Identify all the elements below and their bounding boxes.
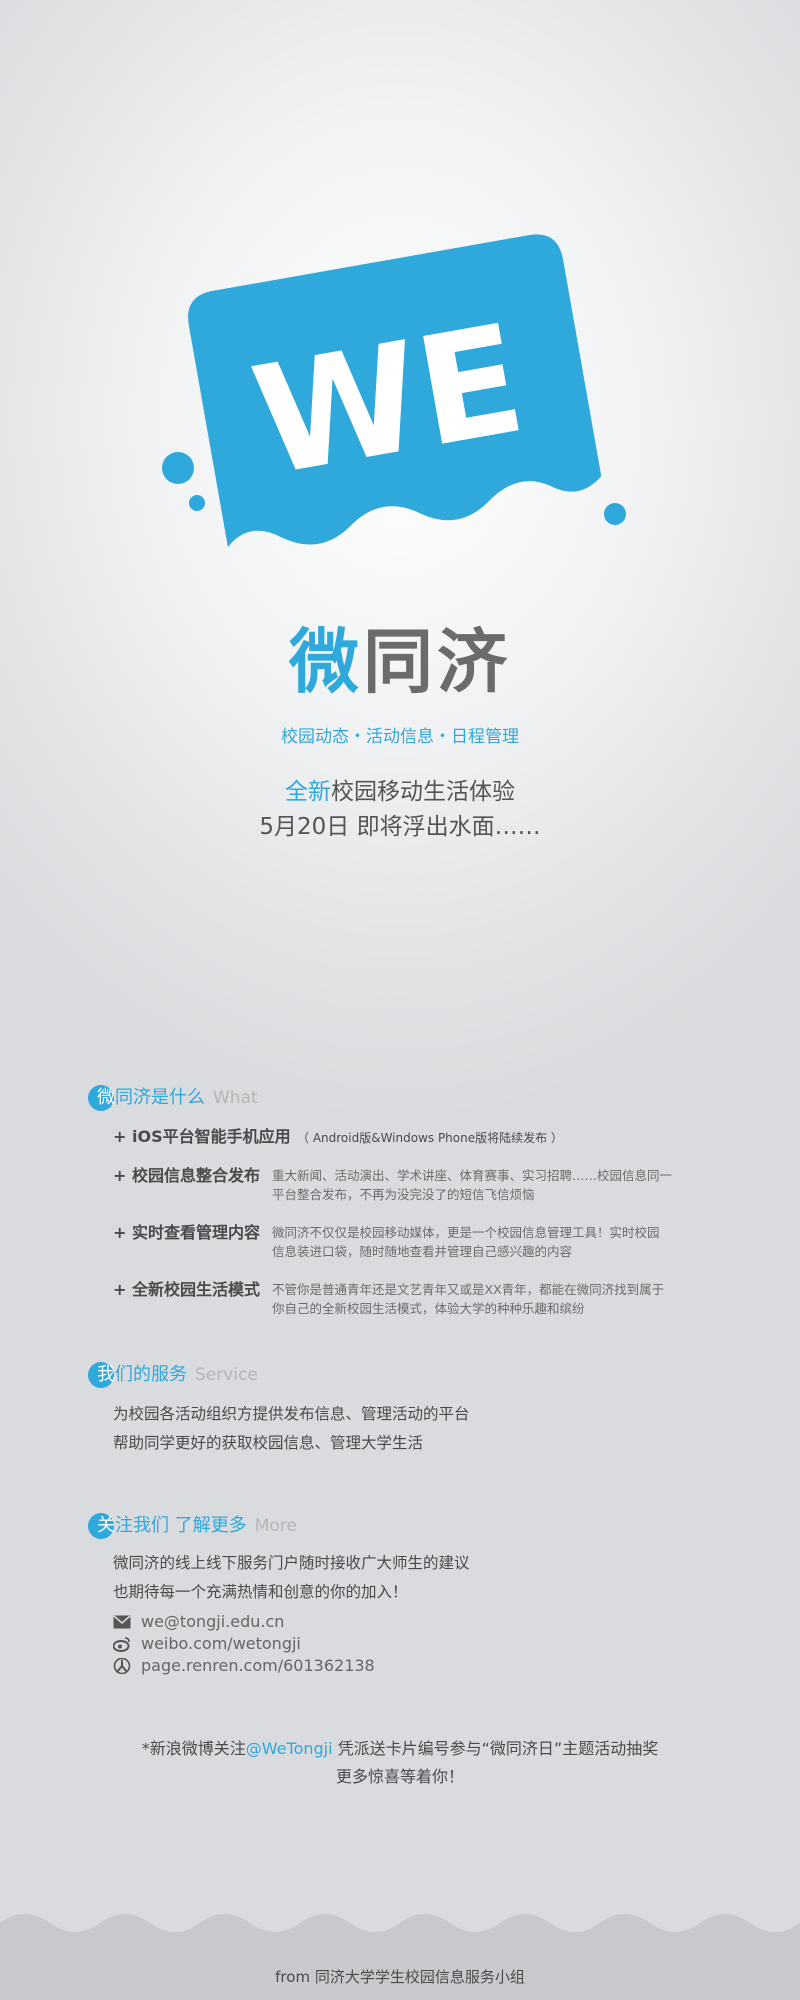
promo-suffix: 凭派送卡片编号参与“微同济日”主题活动抽奖 — [332, 1739, 659, 1758]
headline-line1: 全新校园移动生活体验 — [0, 777, 800, 807]
footer-wave — [0, 1914, 800, 2000]
contact-renren-text: page.renren.com/601362138 — [141, 1656, 375, 1675]
more-line: 也期待每一个充满热情和创意的你的加入！ — [113, 1583, 408, 1601]
feature-description: 微同济不仅仅是校园移动媒体，更是一个校园信息管理工具！实时校园 信息装进口袋，随… — [272, 1223, 712, 1261]
section-more-heading: 关注我们 了解更多 More — [88, 1511, 297, 1541]
section-service-en: Service — [195, 1365, 258, 1385]
promo-line2: 更多惊喜等着你！ — [335, 1767, 464, 1786]
contact-email[interactable]: we@tongji.edu.cn — [113, 1612, 284, 1632]
promo-prefix: *新浪微博关注 — [141, 1739, 246, 1758]
feature-name: + 实时查看管理内容 — [113, 1223, 260, 1242]
promo-line1: *新浪微博关注@WeTongji 凭派送卡片编号参与“微同济日”主题活动抽奖 — [0, 1737, 800, 1761]
service-line: 帮助同学更好的获取校园信息、管理大学生活 — [113, 1434, 424, 1452]
feature-description-line: 你自己的全新校园生活模式，体验大学的种种乐趣和缤纷 — [272, 1301, 585, 1316]
more-line: 微同济的线上线下服务门户随时接收广大师生的建议 — [113, 1554, 470, 1572]
headline-rest: 校园移动生活体验 — [331, 779, 515, 805]
brand-title-rest: 同济 — [363, 621, 511, 703]
section-dot-icon — [88, 1362, 114, 1388]
headline-highlight: 全新 — [285, 779, 331, 805]
feature-description-line: 不管你是普通青年还是文艺青年又或是XX青年，都能在微同济找到属于 — [272, 1282, 665, 1297]
brand-title: 微同济 — [0, 622, 800, 702]
feature-description-line: 平台整合发布，不再为没完没了的短信飞信烦恼 — [272, 1187, 535, 1202]
section-more-title: 注我们 了解更多 — [115, 1515, 247, 1536]
section-what-title: 同济是什么 — [115, 1087, 205, 1108]
contact-renren[interactable]: page.renren.com/601362138 — [113, 1656, 375, 1676]
contact-weibo[interactable]: weibo.com/wetongji — [113, 1634, 301, 1654]
renren-icon — [113, 1658, 131, 1674]
section-what-first-char: 微 — [97, 1087, 115, 1108]
contact-email-text: we@tongji.edu.cn — [141, 1612, 285, 1631]
we-logo-icon: WE — [162, 234, 626, 548]
headline-line2: 5月20日 即将浮出水面…… — [259, 814, 541, 840]
section-service-title: 们的服务 — [115, 1364, 187, 1385]
brand-tagline: 校园动态・活动信息・日程管理 — [281, 727, 519, 747]
feature-description-line: 信息装进口袋，随时随地查看并管理自己感兴趣的内容 — [272, 1244, 573, 1259]
feature-name: + iOS平台智能手机应用 — [113, 1127, 291, 1146]
section-what-heading: 微同济是什么 What — [88, 1083, 258, 1113]
mail-icon — [113, 1614, 131, 1630]
brand-title-accent: 微 — [289, 621, 363, 703]
feature-description: 不管你是普通青年还是文艺青年又或是XX青年，都能在微同济找到属于 你自己的全新校… — [272, 1280, 712, 1318]
feature-name: + 全新校园生活模式 — [113, 1280, 260, 1299]
weibo-icon — [113, 1636, 131, 1652]
section-service-first-char: 我 — [97, 1364, 115, 1385]
contact-weibo-text: weibo.com/wetongji — [141, 1634, 301, 1653]
service-line: 为校园各活动组织方提供发布信息、管理活动的平台 — [113, 1405, 470, 1423]
promo-weibo-handle[interactable]: @WeTongji — [245, 1739, 333, 1758]
section-more-en: More — [254, 1516, 297, 1536]
section-service-heading: 我们的服务 Service — [88, 1360, 258, 1390]
section-dot-icon — [88, 1513, 114, 1539]
feature-description: 重大新闻、活动演出、学术讲座、体育赛事、实习招聘……校园信息同一 平台整合发布，… — [272, 1166, 712, 1204]
section-dot-icon — [88, 1085, 114, 1111]
feature-name: + 校园信息整合发布 — [113, 1166, 260, 1185]
section-more-first-char: 关 — [97, 1515, 115, 1536]
feature-description-line: 重大新闻、活动演出、学术讲座、体育赛事、实习招聘……校园信息同一 — [272, 1168, 673, 1183]
feature-note: （ Android版&Windows Phone版将陆续发布 ） — [297, 1131, 563, 1145]
footer-credit: from 同济大学学生校园信息服务小组 — [275, 1968, 525, 1986]
section-what-en: What — [213, 1088, 258, 1108]
feature-description-line: 微同济不仅仅是校园移动媒体，更是一个校园信息管理工具！实时校园 — [272, 1225, 660, 1240]
